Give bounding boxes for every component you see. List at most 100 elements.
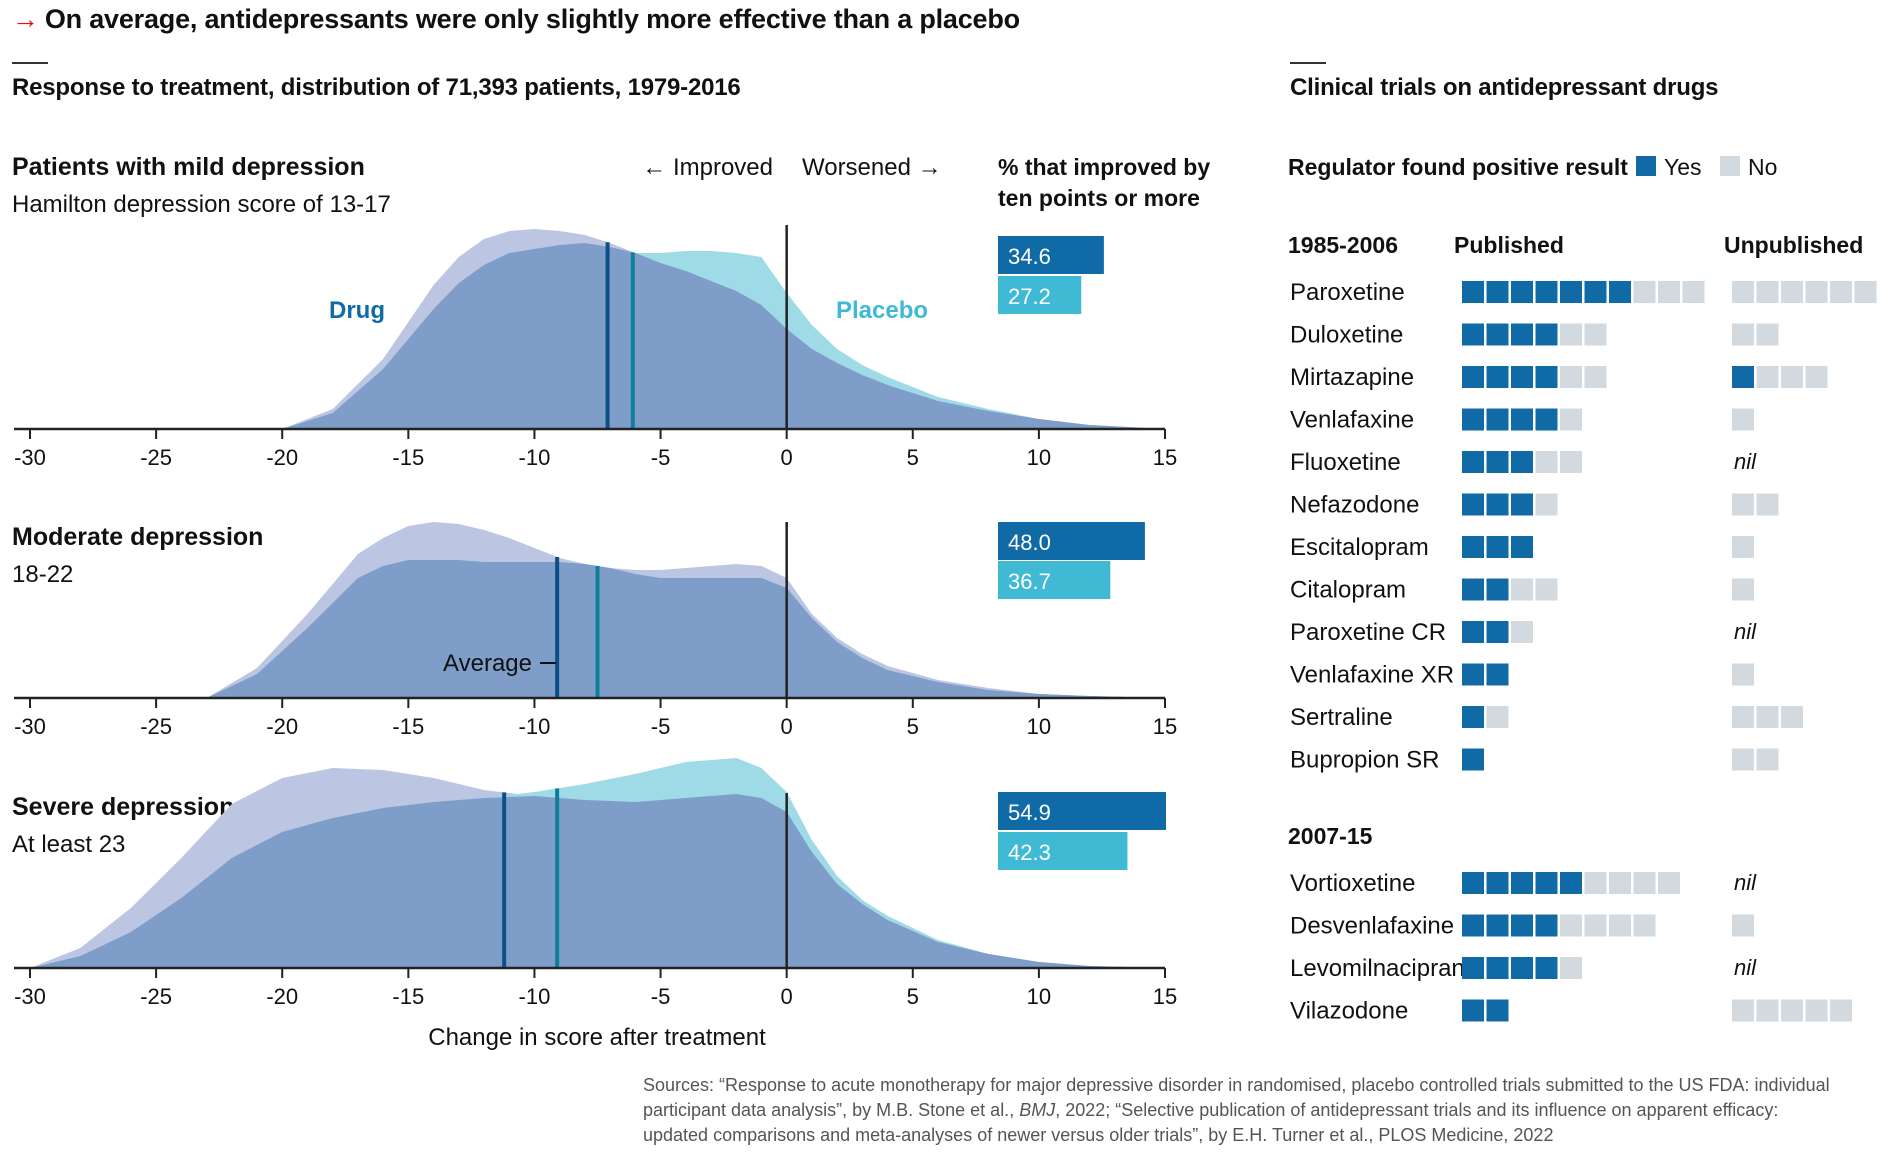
pct-header-line-1: % that improved by xyxy=(998,154,1210,180)
trial-square-yes xyxy=(1462,621,1484,643)
x-tick-label: 0 xyxy=(781,714,793,739)
nil-label: nil xyxy=(1734,449,1757,474)
x-tick-label: -30 xyxy=(14,984,46,1009)
trial-square-no xyxy=(1830,999,1852,1022)
trial-square-no xyxy=(1560,914,1582,937)
trial-square-yes xyxy=(1462,578,1484,601)
drug-name: Venlafaxine xyxy=(1290,407,1414,434)
x-tick-label: -25 xyxy=(140,984,172,1009)
trial-square-yes xyxy=(1486,281,1509,303)
trial-square-yes xyxy=(1511,281,1533,303)
trial-row: Desvenlafaxine xyxy=(1290,913,1754,940)
trial-square-yes xyxy=(1511,493,1533,516)
trial-square-yes xyxy=(1486,957,1509,979)
trial-square-no xyxy=(1511,578,1533,601)
trial-square-yes xyxy=(1462,323,1484,346)
trial-row: Venlafaxine xyxy=(1290,407,1754,434)
legend-title: Regulator found positive result xyxy=(1288,154,1628,180)
trial-square-no xyxy=(1732,323,1754,346)
trial-row: Citalopram xyxy=(1290,577,1754,604)
drug-name: Citalopram xyxy=(1290,577,1406,604)
trial-square-no xyxy=(1560,323,1582,346)
trial-square-no xyxy=(1633,914,1656,937)
trial-square-yes xyxy=(1486,872,1509,894)
trial-square-no xyxy=(1584,366,1607,388)
trial-square-no xyxy=(1584,914,1607,937)
trial-square-no xyxy=(1781,706,1803,728)
nil-label: nil xyxy=(1734,955,1757,980)
arrow-icon: → xyxy=(12,4,39,34)
trial-square-yes xyxy=(1462,536,1484,558)
x-tick-label: -30 xyxy=(14,445,46,470)
x-tick-label: -20 xyxy=(266,445,298,470)
drug-name: Escitalopram xyxy=(1290,534,1429,561)
placebo-pct-bar xyxy=(998,832,1128,870)
trial-square-yes xyxy=(1462,706,1484,728)
x-tick-label: -25 xyxy=(140,445,172,470)
trial-square-yes xyxy=(1584,281,1607,303)
headline: → On average, antidepressants were only s… xyxy=(12,4,1020,35)
drug-name: Paroxetine xyxy=(1290,279,1405,306)
x-tick-label: -10 xyxy=(519,445,551,470)
x-tick-label: 15 xyxy=(1153,714,1177,739)
trial-square-no xyxy=(1756,748,1779,771)
x-tick-label: 0 xyxy=(781,984,793,1009)
drug-name: Sertraline xyxy=(1290,704,1393,731)
x-tick-label: 10 xyxy=(1027,714,1051,739)
trial-square-yes xyxy=(1535,914,1558,937)
x-tick-label: -30 xyxy=(14,714,46,739)
trial-row: Mirtazapine xyxy=(1290,364,1828,391)
trial-square-no xyxy=(1756,323,1779,346)
sources-suffix: , 2022; “Selective publication of antide… xyxy=(643,1100,1779,1145)
trial-row: Duloxetine xyxy=(1290,322,1779,349)
worsened-label: Worsened → xyxy=(802,154,942,181)
x-tick-label: -15 xyxy=(392,714,424,739)
trial-square-yes xyxy=(1486,451,1509,473)
panel-title: Severe depression xyxy=(12,793,234,821)
pct-header-line-2: ten points or more xyxy=(998,185,1200,211)
x-tick-label: 5 xyxy=(907,984,919,1009)
average-label: Average xyxy=(443,650,532,677)
trial-square-yes xyxy=(1511,451,1533,473)
trial-square-yes xyxy=(1486,999,1509,1022)
trial-square-no xyxy=(1756,999,1779,1022)
x-tick-label: -20 xyxy=(266,984,298,1009)
x-tick-label: 5 xyxy=(907,445,919,470)
legend-label-no: No xyxy=(1748,154,1777,180)
trial-square-no xyxy=(1560,366,1582,388)
trial-square-no xyxy=(1756,366,1779,388)
trial-square-no xyxy=(1781,999,1803,1022)
x-tick-label: -20 xyxy=(266,714,298,739)
left-subtitle: Response to treatment, distribution of 7… xyxy=(12,74,741,101)
trial-square-yes xyxy=(1462,663,1484,686)
x-tick-label: -15 xyxy=(392,984,424,1009)
trial-square-no xyxy=(1535,578,1558,601)
trial-square-no xyxy=(1805,366,1828,388)
trial-square-yes xyxy=(1535,281,1558,303)
drug-pct-label: 34.6 xyxy=(1008,244,1051,269)
trial-square-yes xyxy=(1535,872,1558,894)
trial-square-yes xyxy=(1609,281,1631,303)
trial-square-no xyxy=(1732,999,1754,1022)
trial-square-no xyxy=(1633,281,1656,303)
x-tick-label: 10 xyxy=(1027,984,1051,1009)
trial-square-yes xyxy=(1486,578,1509,601)
nil-label: nil xyxy=(1734,619,1757,644)
trial-square-yes xyxy=(1535,408,1558,431)
panel-title: Patients with mild depression xyxy=(12,153,365,181)
trial-square-yes xyxy=(1535,366,1558,388)
trial-square-no xyxy=(1805,999,1828,1022)
drug-name: Fluoxetine xyxy=(1290,449,1401,476)
trial-square-yes xyxy=(1486,493,1509,516)
drug-pct-bar xyxy=(998,522,1145,560)
panel-subtitle: Hamilton depression score of 13-17 xyxy=(12,191,391,218)
legend-label-yes: Yes xyxy=(1664,154,1702,180)
placebo-pct-bar xyxy=(998,276,1082,314)
trial-square-no xyxy=(1830,281,1852,303)
legend-swatch-yes xyxy=(1636,156,1656,176)
trial-square-no xyxy=(1633,872,1656,894)
trial-square-yes xyxy=(1511,872,1533,894)
trial-square-yes xyxy=(1560,281,1582,303)
drug-name: Vortioxetine xyxy=(1290,870,1415,897)
